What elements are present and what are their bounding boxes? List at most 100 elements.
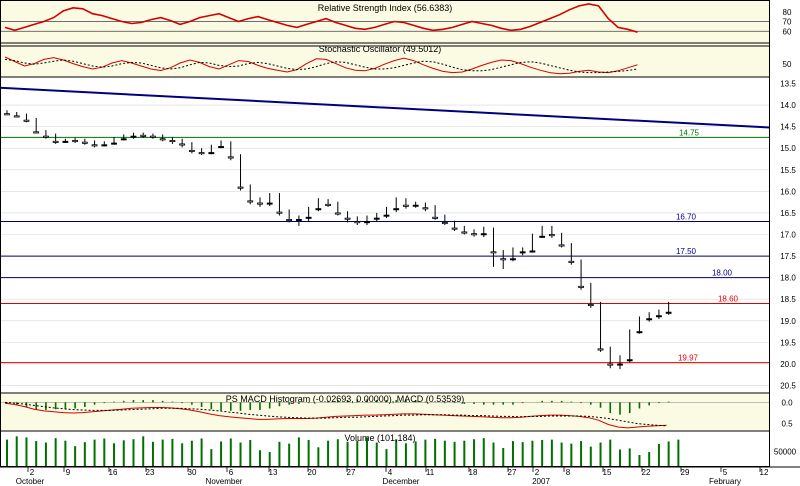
candle-body [548,234,555,237]
candle-body [227,156,234,159]
volume-tick-label: 50000 [774,447,797,456]
macd-line [4,402,667,429]
candle-body [646,318,653,321]
x-tick-label: 18 [469,468,478,477]
trend-line [0,86,771,129]
candle-body [412,204,419,207]
candle-body [4,113,10,116]
month-label: February [709,477,741,486]
candle-body [587,304,594,307]
candle-body [451,227,458,230]
candle-body [354,221,361,224]
x-tick-label: 2 [535,468,540,477]
candle-body [529,250,536,253]
x-tick-label: 4 [388,468,393,477]
candle-body [373,217,380,220]
x-tick-label: 11 [426,468,435,477]
candle-body [305,216,312,219]
candle-body [188,149,195,152]
price-tick-label: 14.0 [780,101,796,110]
price-tick-label: 20.0 [780,360,796,369]
candle-body [558,244,565,247]
month-label: 2007 [532,477,550,486]
price-level-label: 17.50 [676,247,697,256]
macd-signal-line [4,401,667,427]
candle-body [208,152,215,155]
candle-body [480,233,487,236]
price-level-label: 18.00 [712,269,733,278]
candle-body [490,251,497,254]
candle-body [169,140,176,143]
price-tick-label: 16.5 [780,209,796,218]
x-tick-label: 20 [308,468,317,477]
candle-body [519,251,526,254]
candle-body [441,222,448,225]
candle-body [218,146,224,149]
candle-body [43,135,49,138]
candle-body [295,218,302,221]
volume-panel-bg [0,431,770,467]
macd-panel: 0.5 0.0 [0,398,793,429]
price-tick-label: 17.5 [780,252,796,261]
candle-body [81,141,88,144]
x-tick-label: 13 [269,468,278,477]
candle-body [91,144,98,147]
candle-body [607,363,614,366]
candle-body [247,200,254,203]
macd-tick-label: 0.0 [781,398,793,407]
rsi-tick-label: 60 [783,27,792,36]
x-tick-label: 30 [188,468,197,477]
candle-body [510,258,516,261]
candle-body [23,119,30,122]
stoch-tick-label: 50 [783,60,792,69]
price-level-label: 19.97 [678,354,699,363]
candle-body [179,143,186,146]
candle-body [276,211,283,214]
stochastic-title: Stochastic Oscillator (49.5012) [319,44,442,54]
price-level-label: 16.70 [676,213,697,222]
candle-body [130,135,137,138]
xaxis-bg [0,467,800,486]
x-axis: 2 9 16 23 30 6 13 20 27 4 11 18 27 2 8 15 22 29 5 12October… [16,467,769,486]
candle-body [383,214,390,217]
candle-body [597,348,604,351]
x-tick-label: 12 [760,468,769,477]
candle-body [120,138,127,141]
rsi-line [4,3,638,33]
candle-body [101,144,108,147]
candle-body [656,315,662,318]
price-level-label: 18.60 [718,295,739,304]
macd-tick-label: 0.5 [781,420,793,429]
candle-body [636,331,643,334]
macd-title: PS MACD Histogram (-0.02693, 0.00000), M… [226,394,465,404]
x-tick-label: 15 [603,468,612,477]
stochastic-panel: 50 [0,45,792,75]
x-tick-label: 27 [347,468,356,477]
candle-body [198,152,205,155]
price-tick-label: 16.0 [780,187,796,196]
panel-borders [0,0,800,468]
x-tick-label: 16 [109,468,118,477]
volume-title: Volume (101,184) [344,433,415,443]
candle-body [539,235,546,238]
price-panel-bg [0,77,770,393]
price-tick-label: 20.5 [780,382,796,391]
candle-body [72,140,79,143]
price-tick-label: 15.5 [780,166,796,175]
candle-body [344,217,351,220]
candle-body [626,359,633,362]
candle-body [578,285,584,288]
candle-body [334,212,341,215]
price-tick-label: 17.0 [780,231,796,240]
month-label: October [16,477,45,486]
x-tick-label: 9 [66,468,71,477]
candle-body [422,207,429,210]
candle-body [315,208,322,211]
candle-body [286,218,293,221]
month-label: December [383,477,420,486]
candle-body [33,131,40,134]
candle-body [111,142,117,145]
candle-body [13,115,20,118]
